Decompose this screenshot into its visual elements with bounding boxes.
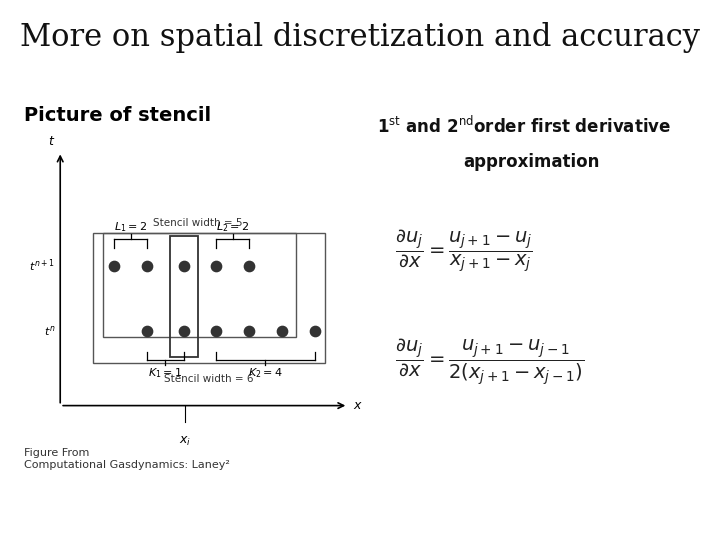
Point <box>210 326 222 335</box>
Point <box>178 261 189 270</box>
Point <box>141 326 153 335</box>
Point <box>309 326 320 335</box>
Text: $L_2 = 2$: $L_2 = 2$ <box>216 220 249 234</box>
Bar <box>170 236 198 357</box>
Point <box>243 261 255 270</box>
Point <box>109 261 120 270</box>
Bar <box>103 233 296 337</box>
Point <box>210 261 222 270</box>
Text: $x$: $x$ <box>353 399 363 412</box>
Text: $t$: $t$ <box>48 136 55 148</box>
Text: $L_1 = 2$: $L_1 = 2$ <box>114 220 147 234</box>
Text: $t^{n}$: $t^{n}$ <box>44 323 55 338</box>
Text: $\dfrac{\partial u_j}{\partial x} = \dfrac{u_{j+1} - u_j}{x_{j+1} - x_j}$: $\dfrac{\partial u_j}{\partial x} = \dfr… <box>395 227 533 274</box>
Text: 1$^{\rm st}$ and 2$^{\rm nd}$order first derivative: 1$^{\rm st}$ and 2$^{\rm nd}$order first… <box>377 115 671 136</box>
Point <box>141 261 153 270</box>
Text: Figure From
Computational Gasdynamics: Laney²: Figure From Computational Gasdynamics: L… <box>24 448 230 470</box>
Text: $x_i$: $x_i$ <box>179 435 191 448</box>
Text: More on spatial discretization and accuracy: More on spatial discretization and accur… <box>20 22 700 52</box>
Text: $K_1 = 1$: $K_1 = 1$ <box>148 366 182 380</box>
Text: $\dfrac{\partial u_j}{\partial x} = \dfrac{u_{j+1} - u_{j-1}}{2(x_{j+1} - x_{j-1: $\dfrac{\partial u_j}{\partial x} = \dfr… <box>395 336 584 387</box>
Point <box>178 326 189 335</box>
Text: Picture of stencil: Picture of stencil <box>24 106 212 125</box>
Point <box>243 326 255 335</box>
Text: Stencil width = 5: Stencil width = 5 <box>153 218 243 228</box>
Point <box>276 326 287 335</box>
Text: Stencil width = 6: Stencil width = 6 <box>164 374 254 384</box>
Bar <box>93 233 325 363</box>
Text: approximation: approximation <box>464 153 600 171</box>
Text: $K_2 = 4$: $K_2 = 4$ <box>248 366 283 380</box>
Text: $t^{n+1}$: $t^{n+1}$ <box>30 257 55 274</box>
